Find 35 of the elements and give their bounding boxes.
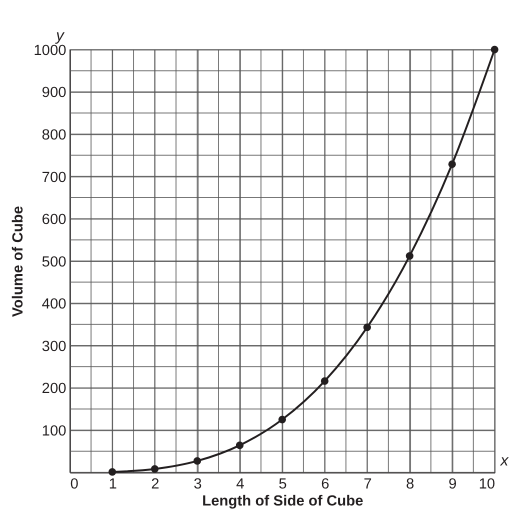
point — [363, 324, 371, 332]
x-tick-label: 8 — [406, 476, 414, 493]
y-tick-label: 900 — [42, 85, 66, 102]
y-tick-label: 300 — [42, 338, 66, 355]
x-tick-label: 7 — [364, 476, 372, 493]
y-axis-title: Volume of Cube — [10, 206, 27, 317]
y-tick-label: 700 — [42, 170, 66, 186]
y-tick-label: 600 — [42, 212, 66, 228]
x-axis-title: Length of Side of Cube — [202, 493, 364, 510]
y-tick-label: 200 — [42, 381, 66, 398]
x-tick-label: 4 — [236, 476, 244, 493]
x-tick-label: 1 — [108, 476, 117, 493]
y-tick-label: 400 — [42, 296, 66, 313]
x-tick-label: 5 — [278, 476, 287, 493]
x-tick-label: 9 — [448, 476, 457, 493]
x-tick-label: 3 — [194, 476, 202, 493]
point — [108, 468, 116, 476]
point — [406, 252, 414, 260]
x-tick-label: 6 — [321, 476, 330, 493]
point — [278, 416, 286, 424]
point — [236, 442, 244, 450]
y-tick-label: 500 — [42, 254, 66, 270]
y-tick-label: 1000 — [34, 42, 66, 59]
x-tick-label: 0 — [70, 476, 79, 493]
x-tick-label: 10 — [478, 476, 496, 493]
point — [490, 46, 498, 54]
y-tick-label: 100 — [42, 424, 66, 440]
text: x — [500, 452, 510, 470]
point — [320, 377, 328, 385]
point — [150, 465, 159, 473]
y-tick-label: 800 — [42, 128, 66, 144]
text: y — [55, 28, 66, 45]
point — [448, 160, 456, 168]
x-tick-label: 2 — [151, 476, 160, 493]
point — [193, 457, 202, 465]
